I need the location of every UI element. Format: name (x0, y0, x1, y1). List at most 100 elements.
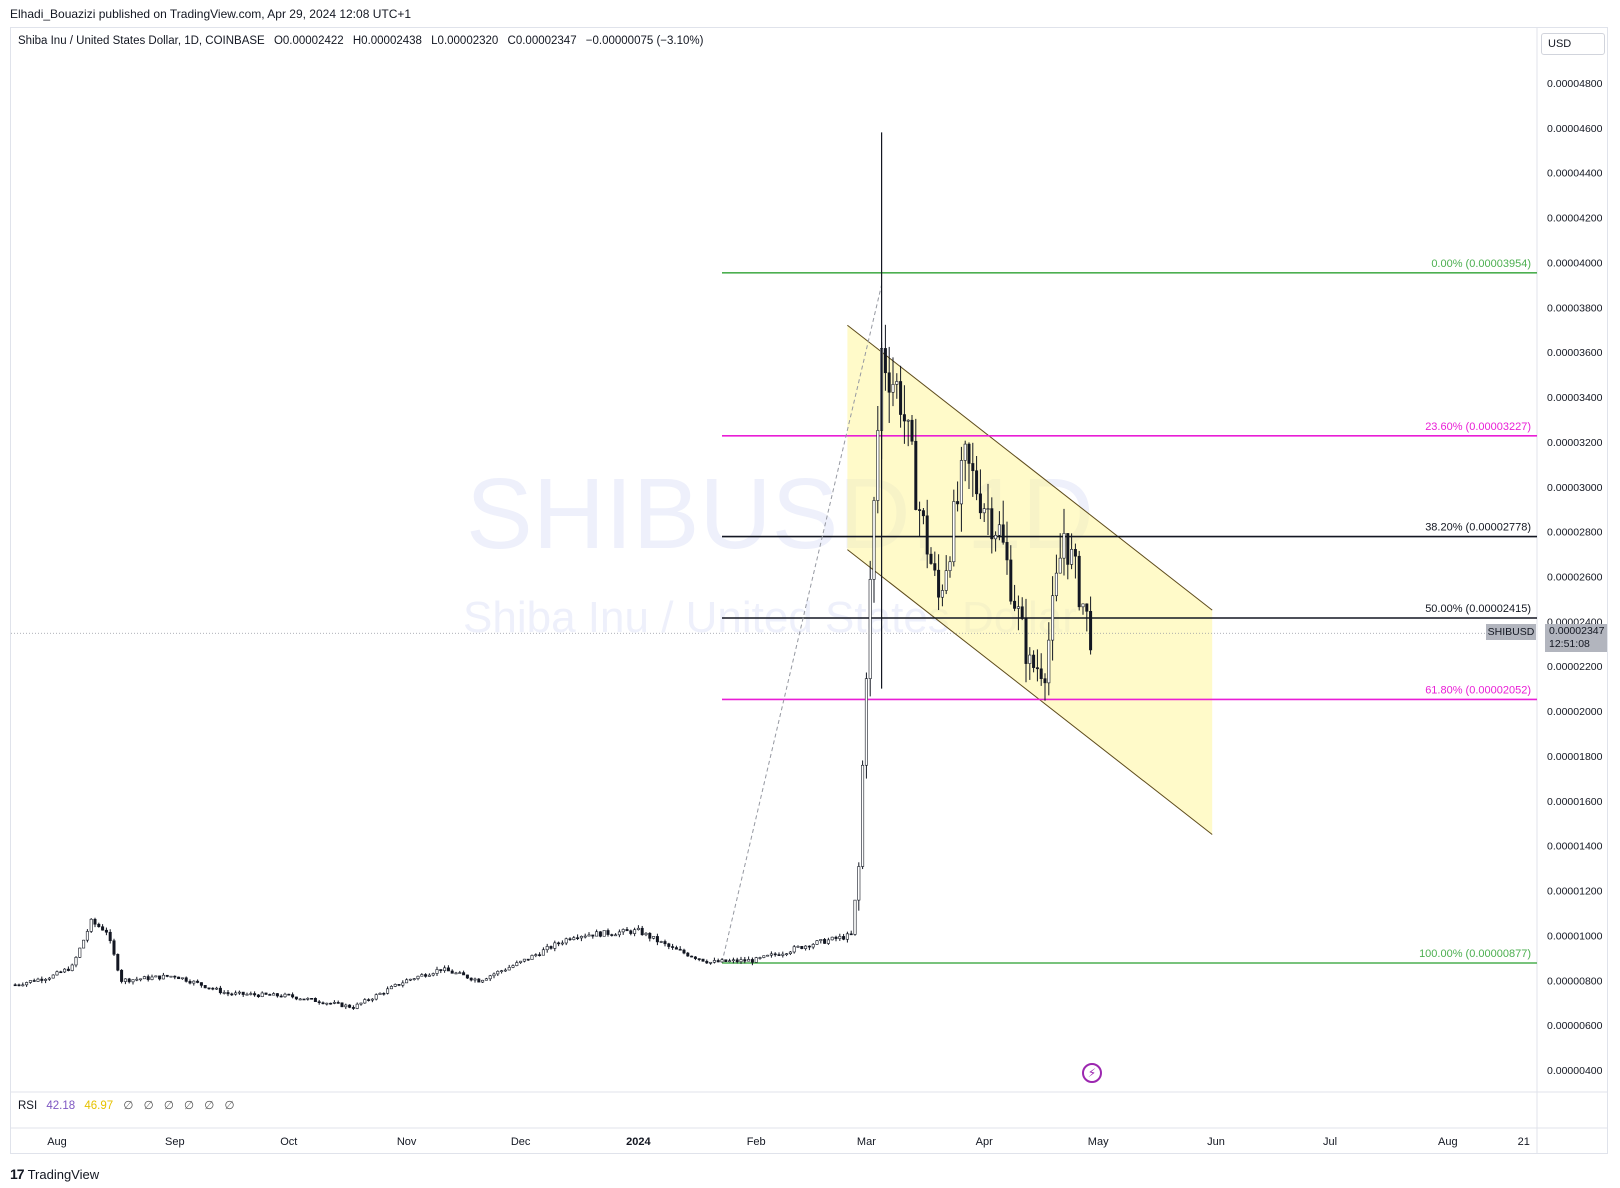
candle-body (861, 764, 865, 867)
candle (348, 1004, 352, 1009)
candle-body (557, 942, 561, 945)
candle-body (146, 976, 150, 980)
candle (819, 939, 823, 944)
candle-body (617, 931, 621, 936)
candle-body (272, 993, 276, 996)
candle (868, 560, 872, 697)
time-axis-tick: May (1088, 1136, 1109, 1148)
candle-body (750, 959, 754, 963)
candle (583, 933, 587, 939)
candle-body (937, 569, 941, 598)
candle (44, 978, 48, 984)
candle-body (291, 994, 295, 998)
candle-body (44, 979, 48, 981)
candle (1028, 647, 1032, 680)
candle-body (477, 978, 481, 983)
candle-body (579, 935, 583, 939)
candle (674, 945, 678, 950)
candle (678, 946, 682, 951)
lightning-icon[interactable]: ⚡ (1082, 1063, 1102, 1083)
candle (929, 547, 933, 565)
candle (891, 357, 895, 407)
candle (55, 970, 59, 976)
currency-button[interactable]: USD (1541, 33, 1605, 55)
legend-change: −0.00000075 (−3.10%) (585, 35, 704, 47)
candle-body (929, 553, 933, 564)
candle-body (253, 993, 257, 996)
price-axis-tick: 0.00000800 (1547, 975, 1603, 987)
price-axis-tick: 0.00002200 (1547, 661, 1603, 673)
candle (933, 551, 937, 577)
candle-body (697, 958, 701, 960)
time-axis-tick: Aug (47, 1136, 67, 1148)
candle-body (1054, 572, 1058, 597)
candle-body (443, 967, 447, 971)
candle (142, 975, 146, 980)
candle (910, 415, 914, 445)
candle (971, 442, 975, 497)
tradingview-logo[interactable]: 17 TradingView (10, 1166, 99, 1182)
candle-body (59, 971, 63, 974)
candle (165, 974, 169, 978)
candle (617, 929, 621, 938)
candle (359, 1002, 363, 1006)
price-axis-tick: 0.00003600 (1547, 347, 1603, 359)
candle-body (416, 975, 420, 979)
candle (553, 940, 557, 952)
candle-body (427, 974, 431, 977)
candle (196, 979, 200, 984)
candle-body (340, 1002, 344, 1008)
candle (568, 937, 572, 941)
candle-body (553, 942, 557, 949)
candle-body (348, 1004, 352, 1008)
candle (690, 955, 694, 958)
candle (351, 1005, 355, 1010)
candle (397, 984, 401, 987)
candle (123, 978, 127, 985)
candle-body (355, 1003, 359, 1009)
candle-body (25, 982, 29, 986)
candle-body (811, 944, 815, 948)
candle-body (401, 982, 405, 986)
candle-body (963, 443, 967, 461)
candle-body (1028, 654, 1032, 664)
candle-body (872, 500, 876, 580)
time-axis-tick: Oct (280, 1136, 297, 1148)
candle-body (830, 936, 834, 941)
candle-body (469, 977, 473, 981)
candle (636, 925, 640, 931)
candle (340, 1002, 344, 1008)
candle (769, 951, 773, 958)
candle (226, 990, 230, 997)
candle (796, 945, 800, 948)
candle-body (541, 949, 545, 956)
candle-body (405, 979, 409, 984)
rsi-value: 42.18 (46, 1100, 76, 1112)
candle (177, 976, 181, 980)
candle-body (602, 930, 606, 937)
rsi-legend[interactable]: RSI 42.18 46.97 ∅ ∅ ∅ ∅ ∅ ∅ (18, 1098, 235, 1112)
candle-body (1085, 603, 1089, 612)
candle (325, 1002, 329, 1006)
candle-body (120, 969, 124, 982)
candle-body (674, 947, 678, 950)
candle (792, 945, 796, 954)
candle-body (317, 1001, 321, 1004)
candle-body (587, 934, 591, 937)
candle-body (454, 972, 458, 975)
candle (994, 531, 998, 552)
candle (237, 990, 241, 995)
price-axis-tick: 0.00004200 (1547, 213, 1603, 225)
candle (321, 1001, 325, 1005)
fib-level-label: 0.00% (0.00003954) (1431, 258, 1531, 270)
candle-body (78, 947, 82, 958)
time-axis-tick: Dec (511, 1136, 531, 1148)
candle-body (329, 1002, 333, 1005)
candle (378, 992, 382, 995)
candle (925, 499, 929, 569)
candle-body (47, 977, 51, 980)
price-axis-tick: 0.00000600 (1547, 1020, 1603, 1032)
candle-body (754, 957, 758, 963)
candle-body (549, 946, 553, 949)
